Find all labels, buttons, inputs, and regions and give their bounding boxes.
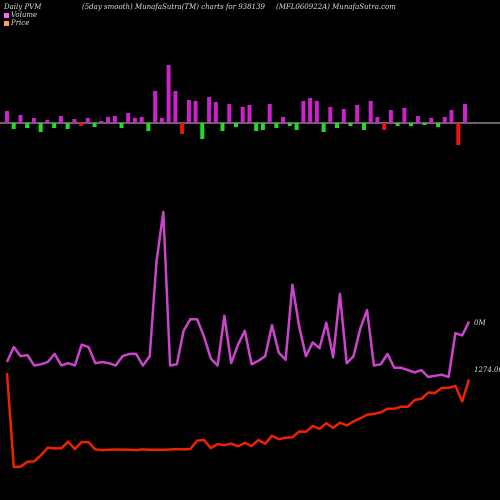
volume-bar <box>375 117 380 123</box>
volume-bar <box>99 121 104 123</box>
volume-bar <box>220 123 225 131</box>
volume-bar <box>260 123 265 130</box>
legend-label-price: Price <box>11 19 30 27</box>
volume-bar <box>388 110 393 123</box>
volume-bar <box>234 123 238 127</box>
volume-bar <box>139 117 144 123</box>
volume-bar <box>119 123 124 128</box>
volume-bar <box>227 104 232 123</box>
volume-bar <box>200 123 205 139</box>
legend-swatch-price <box>4 20 9 26</box>
chart-header-right: (MFL060922A) MunafaSutra.com <box>276 3 396 11</box>
volume-bar <box>429 118 434 123</box>
volume-bar <box>362 123 366 130</box>
volume-bar <box>79 123 84 126</box>
volume-line <box>5 210 471 379</box>
volume-bar <box>463 104 467 123</box>
volume-end-label: 0M <box>474 319 486 327</box>
volume-bar <box>166 65 171 123</box>
volume-bar <box>456 123 461 145</box>
volume-bar <box>146 123 151 131</box>
volume-bar <box>308 98 313 123</box>
volume-bar <box>213 102 218 123</box>
volume-bar <box>133 118 137 123</box>
volume-bar <box>301 101 306 123</box>
volume-bar <box>321 123 326 132</box>
volume-bar <box>180 123 185 134</box>
chart-header-left: Daily PVM <box>4 3 42 11</box>
volume-bar <box>415 116 420 123</box>
volume-bar <box>72 119 77 123</box>
volume-bar <box>173 91 178 123</box>
volume-bar <box>186 100 191 123</box>
volume-bar <box>341 109 346 123</box>
volume-bar <box>92 123 97 127</box>
volume-bars <box>5 65 467 145</box>
volume-bar <box>402 108 407 123</box>
volume-bar <box>287 123 292 126</box>
volume-bar <box>106 117 110 123</box>
volume-bar <box>449 110 454 123</box>
volume-bar <box>274 123 279 128</box>
volume-bar <box>247 105 252 123</box>
volume-bar <box>85 118 90 123</box>
volume-bar <box>193 101 198 123</box>
volume-bar <box>422 123 427 125</box>
volume-bar <box>25 123 30 128</box>
legend-item-price: Price <box>4 19 29 27</box>
chart-header-center: (5day smooth) MunafaSutra(TM) charts for… <box>82 3 265 11</box>
legend-label-volume: Volume <box>11 11 38 19</box>
volume-bar <box>159 118 164 123</box>
volume-bar <box>409 123 414 126</box>
volume-bar <box>5 111 9 123</box>
volume-bar <box>52 123 57 128</box>
volume-bar <box>112 116 117 123</box>
legend-item-volume: Volume <box>4 11 37 19</box>
volume-bar <box>207 97 212 123</box>
volume-bar <box>11 123 16 129</box>
price-line <box>5 372 471 469</box>
volume-bar <box>328 107 333 123</box>
legend-swatch-volume <box>4 12 9 18</box>
volume-bar <box>436 123 441 127</box>
volume-bar <box>45 120 50 123</box>
volume-bar <box>442 117 447 123</box>
price-end-label: 1274.00 <box>474 366 500 374</box>
volume-bar <box>348 123 353 126</box>
volume-bar <box>281 117 286 123</box>
volume-bar <box>314 101 319 123</box>
volume-bar <box>254 123 259 131</box>
volume-bar <box>58 116 63 123</box>
volume-bar <box>240 107 245 123</box>
volume-bar <box>368 101 373 123</box>
volume-bar <box>38 123 43 132</box>
volume-bar <box>395 123 400 126</box>
volume-bar <box>31 118 36 123</box>
volume-bar <box>153 91 158 123</box>
volume-bar <box>18 115 23 123</box>
volume-bar <box>267 104 272 123</box>
volume-bar <box>294 123 299 130</box>
volume-bar <box>335 123 339 128</box>
volume-bar <box>126 113 131 123</box>
volume-bar <box>355 105 360 123</box>
volume-bar <box>65 123 70 129</box>
volume-bar <box>382 123 387 130</box>
